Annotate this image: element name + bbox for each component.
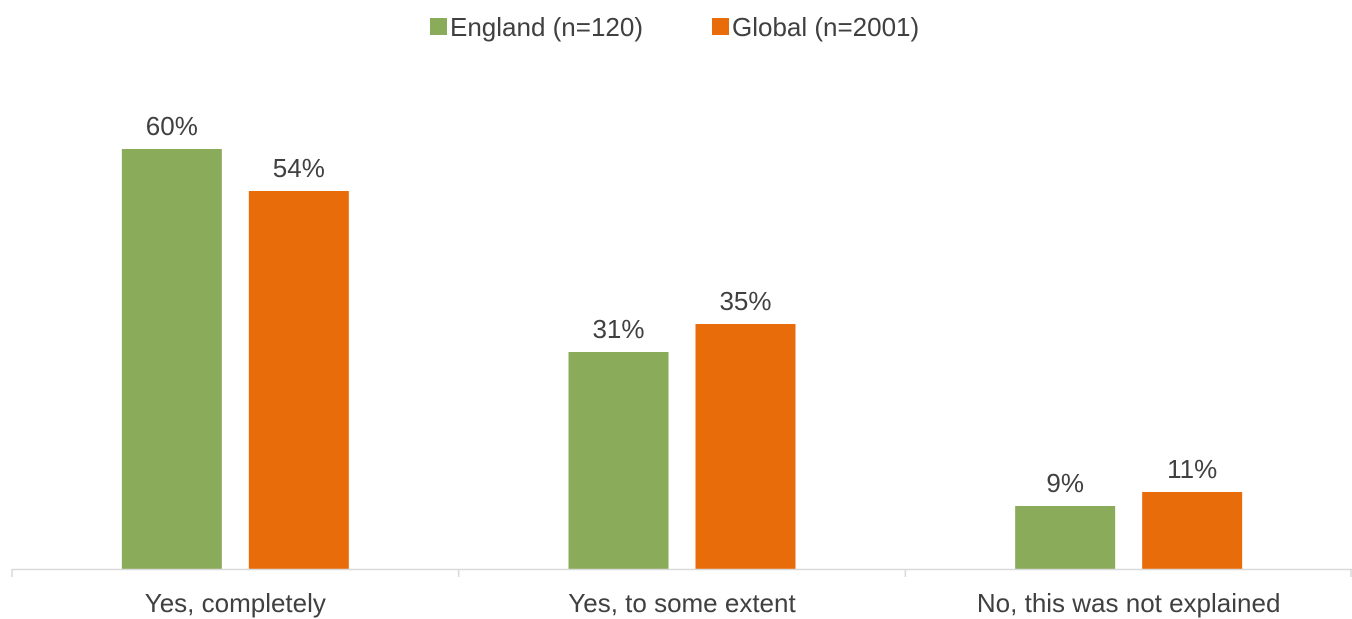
bar-england-2: [1015, 506, 1116, 569]
category-label-2: No, this was not explained: [977, 588, 1281, 618]
category-label-1: Yes, to some extent: [568, 588, 796, 618]
data-label-england-1: 31%: [592, 314, 644, 344]
data-label-global-2: 11%: [1167, 454, 1217, 484]
data-label-england-0: 60%: [146, 111, 198, 141]
legend-swatch-global: [712, 18, 729, 35]
category-labels-group: Yes, completely Yes, to some extent No, th…: [145, 588, 1281, 618]
bar-global-2: [1142, 492, 1243, 569]
data-label-global-1: 35%: [719, 286, 771, 316]
bar-england-0: [121, 149, 222, 569]
legend-swatch-england: [430, 18, 447, 35]
x-axis: [11, 568, 1352, 577]
bar-global-0: [248, 191, 349, 569]
bar-global-1: [695, 324, 796, 569]
data-labels-group: 60% 54% 31% 35% 9% 11%: [146, 111, 1217, 498]
data-label-england-2: 9%: [1046, 468, 1084, 498]
data-label-global-0: 54%: [273, 153, 325, 183]
bar-england-1: [568, 352, 669, 569]
legend: England (n=120) Global (n=2001): [430, 12, 919, 42]
bars-group: [121, 149, 1243, 569]
legend-label-global: Global (n=2001): [732, 12, 919, 42]
legend-label-england: England (n=120): [450, 12, 643, 42]
category-label-0: Yes, completely: [145, 588, 326, 618]
